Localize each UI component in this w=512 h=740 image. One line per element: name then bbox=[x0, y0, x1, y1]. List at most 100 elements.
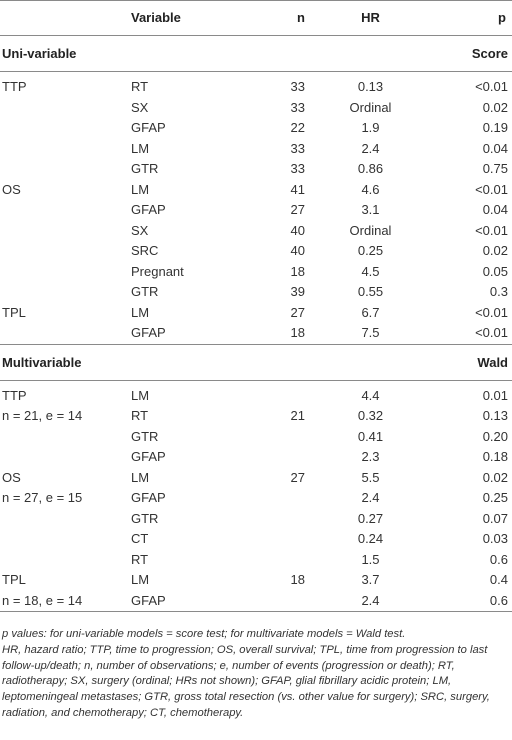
row-label: TTP bbox=[2, 387, 27, 403]
table-row: GTR 0.41 0.20 bbox=[0, 427, 512, 448]
row-label bbox=[0, 323, 131, 344]
row-n: 22 bbox=[290, 120, 305, 135]
header-blank bbox=[0, 1, 131, 36]
row-n bbox=[229, 550, 319, 571]
row-variable: RT bbox=[131, 408, 149, 423]
row-variable: Pregnant bbox=[131, 263, 184, 279]
row-label bbox=[0, 427, 131, 448]
row-variable: SX bbox=[131, 222, 149, 238]
row-label: TTP bbox=[2, 79, 27, 94]
row-p: 0.25 bbox=[482, 490, 508, 505]
footnote-line: p values: for uni-variable models = scor… bbox=[2, 628, 406, 640]
row-hr: 5.5 bbox=[361, 469, 380, 485]
row-p: 0.6 bbox=[489, 592, 508, 608]
row-p: 0.13 bbox=[482, 408, 508, 423]
table-row: n = 18, e = 14 GFAP 2.4 0.6 bbox=[0, 591, 512, 612]
row-label bbox=[0, 98, 131, 119]
row-hr: 1.5 bbox=[361, 551, 380, 567]
row-hr: 3.7 bbox=[361, 572, 380, 587]
row-variable: LM bbox=[131, 469, 150, 485]
section-test-label: Score bbox=[471, 46, 508, 61]
row-hr: 0.27 bbox=[357, 510, 384, 526]
row-p: 0.4 bbox=[489, 572, 508, 587]
row-hr: 2.4 bbox=[361, 592, 380, 608]
row-n bbox=[229, 591, 319, 612]
row-label bbox=[0, 282, 131, 303]
row-variable: GTR bbox=[131, 428, 159, 444]
table-row: OS LM 27 5.5 0.02 bbox=[0, 468, 512, 489]
section-multivariable: Multivariable Wald bbox=[0, 344, 512, 380]
row-n: 40 bbox=[290, 243, 305, 258]
table-row: SRC 40 0.25 0.02 bbox=[0, 241, 512, 262]
table-row: TTP RT 33 0.13 <0.01 bbox=[0, 72, 512, 98]
row-n: 33 bbox=[290, 79, 305, 94]
row-hr: 0.86 bbox=[357, 161, 384, 176]
row-label bbox=[0, 262, 131, 283]
row-n: 40 bbox=[290, 222, 305, 238]
row-hr: 4.5 bbox=[361, 263, 380, 279]
row-p: <0.01 bbox=[475, 325, 508, 340]
row-n: 41 bbox=[290, 181, 305, 197]
row-label bbox=[0, 509, 131, 530]
header-n: n bbox=[297, 10, 305, 25]
table-footnote: p values: for uni-variable models = scor… bbox=[2, 627, 510, 722]
row-hr: 4.6 bbox=[361, 181, 380, 197]
row-variable: GFAP bbox=[131, 202, 166, 217]
row-p: 0.03 bbox=[482, 531, 508, 546]
section-univariable: Uni-variable Score bbox=[0, 36, 512, 72]
row-variable: RT bbox=[131, 551, 149, 567]
row-label: n = 27, e = 15 bbox=[2, 490, 83, 505]
row-variable: GTR bbox=[131, 161, 159, 176]
table-row: GTR 33 0.86 0.75 bbox=[0, 159, 512, 180]
row-label bbox=[0, 550, 131, 571]
table-row: Pregnant 18 4.5 0.05 bbox=[0, 262, 512, 283]
table-row: OS LM 41 4.6 <0.01 bbox=[0, 180, 512, 201]
table-row: SX 40 Ordinal <0.01 bbox=[0, 221, 512, 242]
row-hr: 7.5 bbox=[361, 325, 380, 340]
row-p: 0.18 bbox=[482, 449, 508, 464]
table-row: GFAP 18 7.5 <0.01 bbox=[0, 323, 512, 344]
row-n: 18 bbox=[290, 325, 305, 340]
row-label: OS bbox=[2, 469, 21, 485]
row-variable: LM bbox=[131, 181, 150, 197]
row-variable: SX bbox=[131, 99, 149, 115]
row-label bbox=[0, 200, 131, 221]
row-p: 0.02 bbox=[482, 469, 508, 485]
row-p: 0.3 bbox=[489, 284, 508, 299]
row-variable: LM bbox=[131, 387, 150, 403]
row-label: TPL bbox=[2, 572, 26, 587]
table-row: GFAP 2.3 0.18 bbox=[0, 447, 512, 468]
row-n: 33 bbox=[290, 161, 305, 176]
row-variable: GTR bbox=[131, 510, 159, 526]
header-p: p bbox=[498, 10, 506, 25]
row-variable: SRC bbox=[131, 243, 159, 258]
row-n bbox=[229, 380, 319, 406]
row-hr: 6.7 bbox=[361, 304, 380, 320]
table-row: n = 21, e = 14 RT 21 0.32 0.13 bbox=[0, 406, 512, 427]
header-variable: Variable bbox=[131, 10, 181, 25]
row-hr: 0.41 bbox=[357, 428, 384, 444]
row-p: <0.01 bbox=[475, 79, 508, 94]
table-row: CT 0.24 0.03 bbox=[0, 529, 512, 550]
row-label: n = 18, e = 14 bbox=[2, 592, 83, 608]
row-variable: LM bbox=[131, 572, 150, 587]
footnote-line: HR, hazard ratio; TTP, time to progressi… bbox=[2, 643, 490, 719]
row-n: 21 bbox=[290, 408, 305, 423]
row-hr: 0.55 bbox=[357, 284, 384, 299]
row-n bbox=[229, 529, 319, 550]
row-p: 0.02 bbox=[482, 99, 508, 115]
row-hr: 1.9 bbox=[361, 120, 380, 135]
row-hr: 2.4 bbox=[361, 140, 380, 156]
row-variable: CT bbox=[131, 531, 149, 546]
row-n: 39 bbox=[290, 284, 305, 299]
row-label: n = 21, e = 14 bbox=[2, 408, 83, 423]
table-row: TTP LM 4.4 0.01 bbox=[0, 380, 512, 406]
row-label bbox=[0, 159, 131, 180]
section-test-label: Wald bbox=[477, 354, 508, 370]
row-p: <0.01 bbox=[475, 181, 508, 197]
row-label bbox=[0, 221, 131, 242]
row-p: 0.04 bbox=[482, 202, 508, 217]
row-p: 0.02 bbox=[482, 243, 508, 258]
row-hr: 0.13 bbox=[357, 79, 384, 94]
